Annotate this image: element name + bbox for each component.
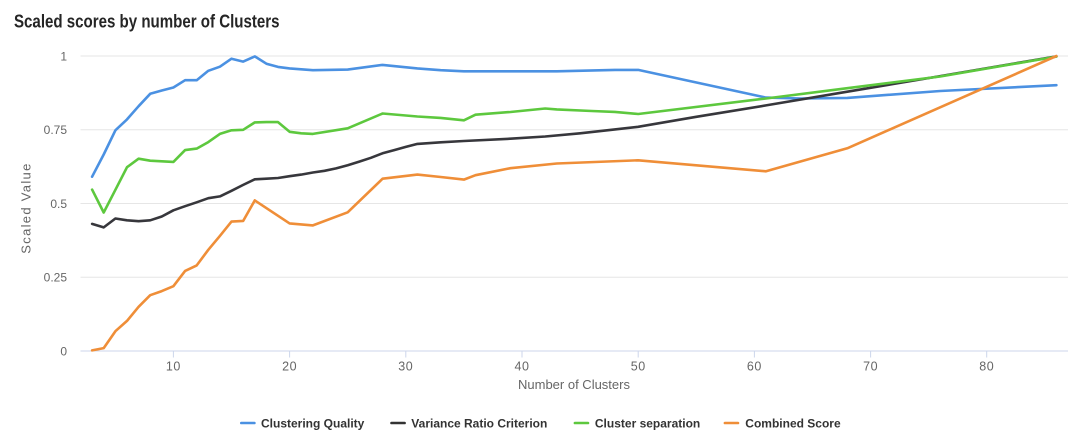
svg-text:60: 60 (747, 360, 762, 374)
svg-text:80: 80 (979, 360, 994, 374)
svg-text:0: 0 (60, 344, 67, 358)
svg-text:Number of Clusters: Number of Clusters (518, 377, 630, 392)
svg-text:10: 10 (166, 360, 181, 374)
svg-text:50: 50 (631, 360, 646, 374)
svg-text:1: 1 (60, 49, 67, 63)
svg-text:Combined Score: Combined Score (745, 416, 841, 430)
svg-text:Variance Ratio Criterion: Variance Ratio Criterion (411, 416, 547, 430)
svg-text:Scaled Value: Scaled Value (19, 164, 34, 254)
svg-text:Scaled scores by number of Clu: Scaled scores by number of Clusters (14, 12, 280, 32)
svg-text:70: 70 (863, 360, 878, 374)
svg-text:Cluster separation: Cluster separation (595, 416, 700, 430)
svg-text:20: 20 (282, 360, 297, 374)
svg-text:0.5: 0.5 (50, 197, 67, 211)
svg-text:0.75: 0.75 (44, 123, 68, 137)
svg-text:30: 30 (398, 360, 413, 374)
svg-text:0.25: 0.25 (44, 271, 68, 285)
svg-text:Clustering Quality: Clustering Quality (261, 416, 365, 430)
svg-text:40: 40 (514, 360, 529, 374)
